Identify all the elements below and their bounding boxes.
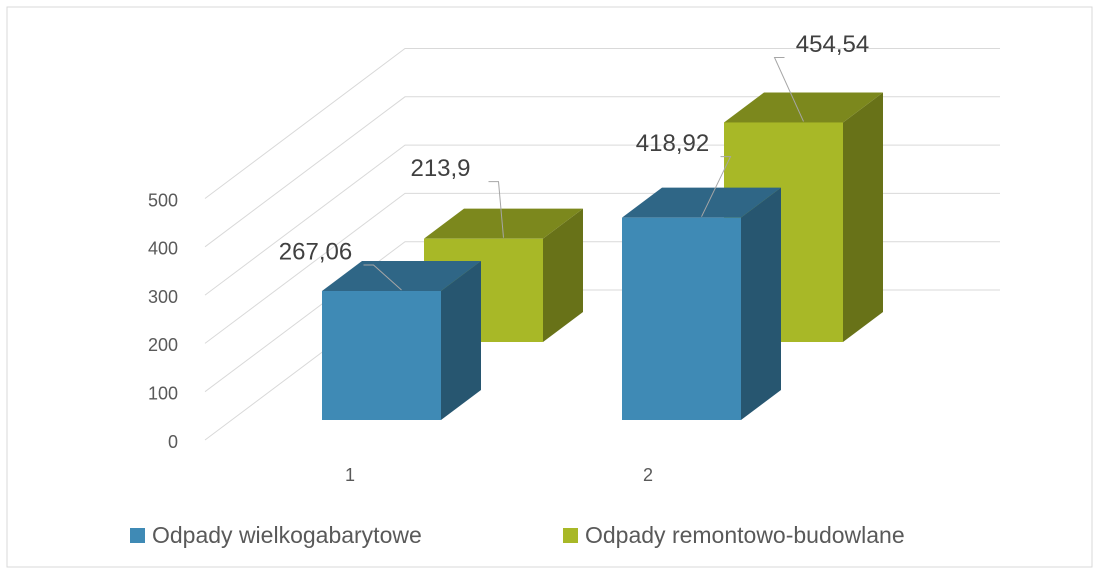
- legend-swatch: [130, 528, 145, 543]
- legend-label: Odpady remontowo-budowlane: [585, 522, 905, 548]
- legend-label: Odpady wielkogabarytowe: [152, 522, 422, 548]
- bar-side: [741, 187, 781, 420]
- bar-side: [843, 92, 883, 342]
- bar: [322, 291, 441, 420]
- legend-swatch: [563, 528, 578, 543]
- bar-top: [424, 208, 583, 239]
- data-label: 267,06: [279, 238, 352, 265]
- y-tick-label: 100: [148, 383, 178, 403]
- bar-top: [322, 261, 481, 292]
- leader-line: [363, 264, 402, 291]
- grid-line: [204, 48, 1000, 199]
- leader-line: [488, 181, 504, 238]
- bar-side: [543, 208, 583, 342]
- data-label: 454,54: [796, 31, 869, 58]
- bar-top: [622, 187, 781, 218]
- x-tick-label: 2: [643, 465, 653, 485]
- bar: [622, 217, 741, 420]
- bar-side: [441, 261, 481, 420]
- data-label: 213,9: [410, 155, 470, 182]
- y-tick-label: 400: [148, 239, 178, 259]
- y-tick-label: 0: [168, 432, 178, 452]
- data-label: 418,92: [636, 130, 709, 157]
- y-tick-label: 300: [148, 287, 178, 307]
- leader-line: [773, 56, 804, 122]
- y-tick-label: 200: [148, 335, 178, 355]
- bar-top: [724, 92, 883, 123]
- leader-line: [701, 156, 732, 217]
- y-tick-label: 500: [148, 190, 178, 210]
- x-tick-label: 1: [345, 465, 355, 485]
